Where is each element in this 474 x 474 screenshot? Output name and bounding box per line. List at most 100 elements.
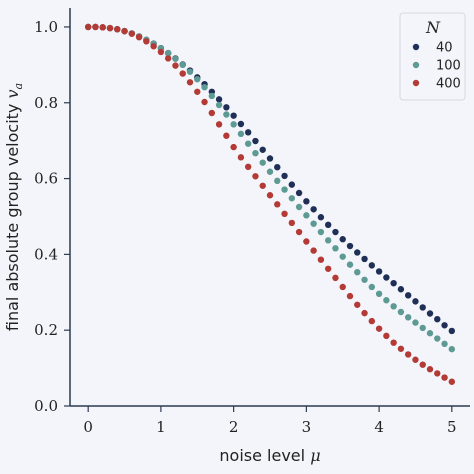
data-point xyxy=(317,256,325,263)
x-tick-label: 1 xyxy=(156,418,166,436)
data-point xyxy=(186,68,194,75)
data-point xyxy=(194,88,201,95)
data-point xyxy=(317,228,325,236)
plot-area: 0 1 2 3 4 5 0.0 0.2 0.4 0.6 0.8 1.0 xyxy=(34,8,470,436)
data-point xyxy=(434,335,441,342)
data-point xyxy=(383,297,390,304)
data-point xyxy=(114,26,121,33)
data-point xyxy=(164,49,172,57)
x-tick-label: 5 xyxy=(447,418,457,436)
data-point xyxy=(244,140,252,147)
legend-label: 40 xyxy=(436,41,453,56)
data-point xyxy=(259,146,266,153)
data-point xyxy=(412,356,419,363)
data-point xyxy=(274,177,281,185)
data-point xyxy=(354,268,361,276)
data-point xyxy=(288,195,296,202)
data-point xyxy=(237,130,245,138)
data-point xyxy=(303,198,310,205)
data-point xyxy=(295,228,303,236)
data-point xyxy=(135,33,143,41)
data-point xyxy=(390,279,397,287)
data-point xyxy=(412,298,419,305)
data-point xyxy=(172,62,179,69)
x-tick-label: 3 xyxy=(302,418,312,436)
data-point xyxy=(404,314,412,321)
data-point xyxy=(426,330,434,337)
data-point xyxy=(179,70,186,77)
data-point xyxy=(441,340,448,348)
data-point xyxy=(448,378,456,385)
data-point xyxy=(310,206,317,213)
data-point xyxy=(434,370,441,377)
x-axis-label-symbol: μ xyxy=(310,446,320,465)
data-point xyxy=(237,120,245,128)
data-point xyxy=(441,374,448,381)
data-point xyxy=(84,23,92,31)
data-point xyxy=(215,121,223,128)
y-tick-label: 0.2 xyxy=(34,321,58,339)
data-point xyxy=(223,111,230,118)
data-point xyxy=(266,155,274,162)
data-point xyxy=(259,159,266,166)
series-400 xyxy=(84,23,456,385)
data-point xyxy=(368,262,376,269)
y-tick-label: 0.0 xyxy=(34,397,58,415)
data-point xyxy=(252,137,259,145)
data-point xyxy=(215,101,223,109)
data-point xyxy=(368,317,376,325)
data-point xyxy=(383,274,390,281)
legend-marker xyxy=(412,61,420,69)
data-point xyxy=(288,181,296,188)
data-point xyxy=(244,163,252,171)
x-tick-label: 2 xyxy=(229,418,239,436)
data-point xyxy=(230,112,237,119)
y-axis-label-subscript: a xyxy=(12,83,25,90)
data-point xyxy=(157,48,165,56)
data-point xyxy=(281,172,288,180)
data-point xyxy=(412,319,419,326)
data-point xyxy=(106,24,114,32)
data-point xyxy=(288,219,296,227)
data-point xyxy=(324,237,332,244)
data-point xyxy=(354,301,361,308)
data-point xyxy=(346,242,354,250)
data-point xyxy=(426,366,434,373)
data-point xyxy=(339,283,346,291)
y-tick-label: 0.8 xyxy=(34,94,58,112)
data-point xyxy=(274,201,281,208)
data-point xyxy=(164,55,172,62)
x-tick-label: 0 xyxy=(83,418,93,436)
legend-title: N xyxy=(425,18,441,37)
data-point xyxy=(375,290,383,298)
data-point xyxy=(397,345,405,352)
data-point xyxy=(426,310,434,317)
legend-label: 400 xyxy=(436,77,461,92)
data-point xyxy=(201,84,208,91)
y-axis-label-symbol: v xyxy=(3,89,22,98)
legend-label: 100 xyxy=(436,59,461,74)
data-point xyxy=(194,76,201,83)
data-point xyxy=(295,189,303,197)
data-point xyxy=(310,220,317,227)
data-point xyxy=(332,245,339,252)
x-tick-label: 4 xyxy=(374,418,384,436)
data-point xyxy=(244,129,252,136)
data-point xyxy=(375,325,383,332)
data-point xyxy=(324,265,332,272)
data-point xyxy=(448,327,456,335)
data-point xyxy=(281,210,288,218)
data-point xyxy=(259,182,266,189)
data-point xyxy=(354,249,361,256)
x-ticks: 0 1 2 3 4 5 xyxy=(83,406,457,436)
data-point xyxy=(397,308,405,316)
data-point xyxy=(434,315,441,323)
data-point xyxy=(368,283,376,291)
data-point xyxy=(143,38,150,45)
data-point xyxy=(390,303,397,310)
legend-box xyxy=(399,12,466,101)
data-point xyxy=(128,30,136,37)
y-axis-label: final absolute group velocity va xyxy=(3,83,25,331)
data-point xyxy=(215,96,223,103)
data-point xyxy=(390,339,397,346)
